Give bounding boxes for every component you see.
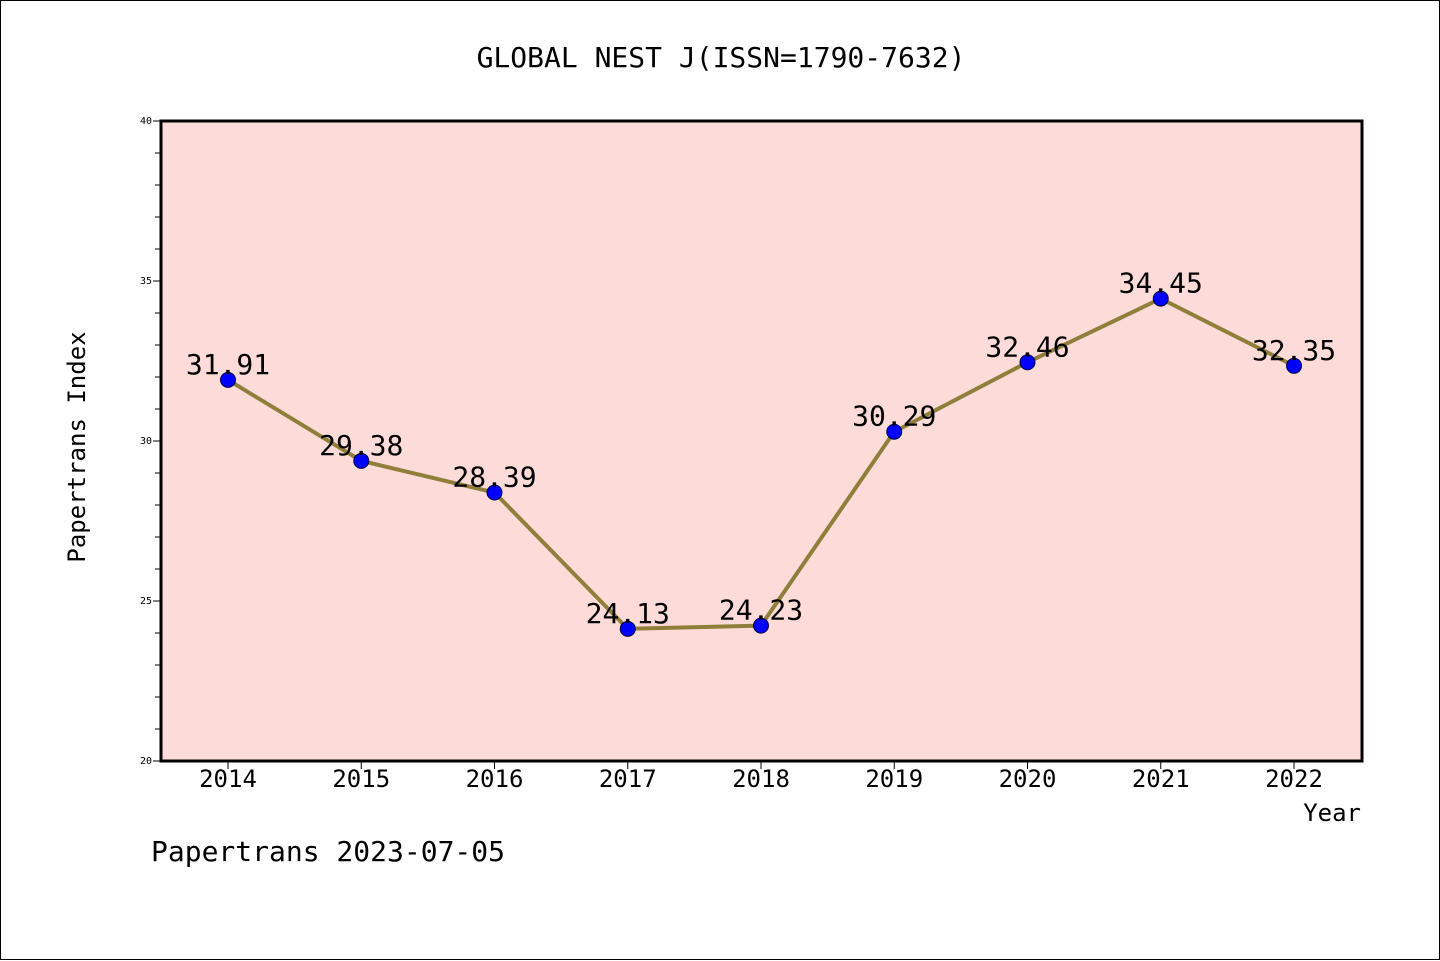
x-tick-label: 2021 — [1132, 765, 1190, 793]
data-point — [1019, 354, 1036, 371]
y-tick-label: 30 — [140, 436, 152, 447]
data-point — [753, 617, 769, 634]
data-series — [220, 290, 1302, 637]
x-tick-label: 2015 — [332, 765, 390, 793]
data-label: 31.91 — [186, 348, 270, 381]
x-tick-label: 2022 — [1265, 765, 1323, 793]
chart-title: GLOBAL NEST J(ISSN=1790-7632) — [477, 41, 966, 74]
data-label: 30.29 — [852, 400, 936, 433]
y-tick-label: 35 — [140, 276, 152, 287]
data-point — [220, 371, 236, 388]
footer-watermark: Papertrans 2023-07-05 — [151, 835, 506, 868]
y-tick-label: 20 — [140, 756, 152, 767]
x-axis-label: Year — [1303, 799, 1361, 827]
x-tick-label: 2017 — [599, 765, 657, 793]
x-tick-label: 2016 — [466, 765, 524, 793]
plot-area — [159, 119, 1364, 763]
x-tick-label: 2014 — [199, 765, 257, 793]
x-axis: 2014 2015 2016 2017 2018 2019 2020 2021 2022 — [199, 761, 1323, 793]
data-label: 28.39 — [452, 461, 536, 494]
data-point — [1152, 290, 1169, 307]
x-tick-label: 2019 — [865, 765, 923, 793]
y-tick-label: 40 — [140, 116, 152, 127]
data-labels: 31.91 29.38 28.39 24.13 24.23 30.29 32.46 34.45… — [186, 267, 1336, 630]
data-point — [486, 484, 503, 501]
data-label: 32.46 — [985, 330, 1069, 363]
data-label: 34.45 — [1119, 267, 1203, 300]
data-point — [619, 620, 636, 637]
data-label: 24.13 — [586, 597, 670, 630]
y-axis-label: Papertrans Index — [63, 331, 91, 562]
data-point — [886, 423, 903, 440]
data-label: 24.23 — [719, 594, 803, 627]
x-tick-label: 2020 — [999, 765, 1057, 793]
data-label: 32.35 — [1252, 334, 1336, 367]
data-point — [353, 452, 370, 469]
y-axis: 20 25 30 35 40 — [140, 116, 161, 767]
x-tick-label: 2018 — [732, 765, 790, 793]
data-point — [1286, 357, 1302, 374]
y-tick-label: 25 — [140, 596, 152, 607]
data-label: 29.38 — [319, 429, 403, 462]
